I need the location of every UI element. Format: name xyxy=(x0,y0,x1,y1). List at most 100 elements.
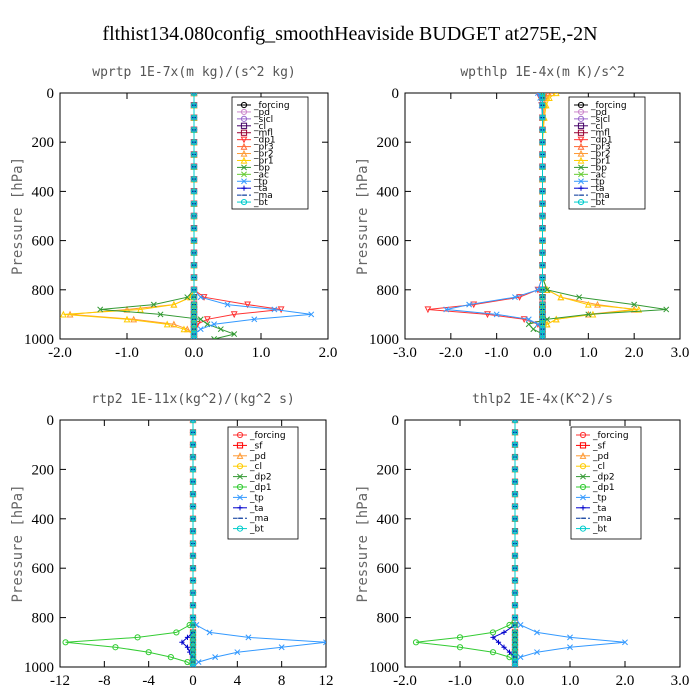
panel-2: wpthlp 1E-4x(m K)/s^2 Pressure [hPa] -3.0 -… xyxy=(355,65,689,361)
data-point xyxy=(190,274,198,281)
x-tick-label: -1.0 xyxy=(115,345,139,361)
legend-marker xyxy=(578,171,584,178)
data-point xyxy=(539,294,546,301)
data-point xyxy=(163,320,171,328)
legend: _forcing_sf_pd_cl_dp2_dp1_tp_ta_ma_bt xyxy=(227,426,299,540)
x-tick-label: -2.0 xyxy=(48,345,72,361)
x-tick-label: 1.0 xyxy=(561,673,580,689)
legend-marker xyxy=(240,136,248,144)
data-point xyxy=(517,622,524,628)
data-point xyxy=(189,621,197,629)
data-point xyxy=(211,336,218,339)
panel-3: rtp2 1E-11x(kg^2)/(kg^2 s) Pressure [hPa]… xyxy=(10,392,334,689)
legend-label: _dp1 xyxy=(249,483,272,493)
data-point xyxy=(170,320,178,328)
data-point xyxy=(525,316,532,323)
panel-title: thlp2 1E-4x(K^2)/s xyxy=(472,392,613,407)
legend-marker xyxy=(578,185,584,191)
x-tick-label: 1.0 xyxy=(579,345,598,361)
data-point xyxy=(190,114,198,121)
data-point xyxy=(189,429,197,436)
data-point xyxy=(552,315,560,323)
legend-marker xyxy=(577,108,585,116)
legend-label: _forcing xyxy=(253,101,290,111)
legend-label: _tp xyxy=(592,493,607,503)
panel-title: wprtp 1E-7x(m kg)/(s^2 kg) xyxy=(92,65,296,80)
legend-marker xyxy=(236,483,244,491)
x-tick-label: -2.0 xyxy=(439,345,463,361)
data-point xyxy=(234,649,241,656)
panel-title: rtp2 1E-11x(kg^2)/(kg^2 s) xyxy=(91,392,295,407)
data-point xyxy=(443,306,450,313)
legend-marker xyxy=(240,101,248,109)
data-point xyxy=(585,311,592,318)
data-point xyxy=(190,262,198,269)
y-tick-label: 200 xyxy=(377,135,400,151)
data-point xyxy=(189,503,197,510)
data-point xyxy=(203,316,211,324)
data-point xyxy=(539,286,546,293)
data-point xyxy=(511,420,519,424)
legend-label: _dp1 xyxy=(253,136,276,146)
data-point xyxy=(197,326,204,333)
data-point xyxy=(190,93,198,97)
legend-label: _bt xyxy=(253,198,268,208)
y-axis-label: Pressure [hPa] xyxy=(355,157,371,275)
data-point xyxy=(189,552,197,559)
legend-marker xyxy=(577,115,585,122)
data-point xyxy=(190,286,198,293)
x-tick-label: -3.0 xyxy=(393,345,417,361)
data-point xyxy=(183,325,191,333)
legend-label: _dp1 xyxy=(590,136,613,146)
legend: _forcing_pd_sicl_cl_mfl_dp1_pr3_pr2_pr1_… xyxy=(568,96,646,210)
data-point xyxy=(190,126,198,133)
data-point xyxy=(539,249,546,256)
legend-label: _pd xyxy=(249,452,266,462)
data-point xyxy=(466,301,473,308)
x-tick-label: 0.0 xyxy=(506,673,525,689)
legend-marker xyxy=(237,505,243,511)
data-point xyxy=(190,225,198,232)
data-point xyxy=(525,321,532,328)
data-point xyxy=(190,294,198,301)
x-tick-label: -1.0 xyxy=(485,345,509,361)
data-point xyxy=(190,237,198,244)
legend-marker xyxy=(577,101,585,109)
data-point xyxy=(190,188,198,195)
y-tick-label: 200 xyxy=(377,462,400,478)
data-point xyxy=(173,629,180,636)
data-point xyxy=(97,306,104,313)
data-point xyxy=(189,515,197,522)
data-point xyxy=(189,577,197,584)
x-tick-label: 0.0 xyxy=(185,345,204,361)
legend: _forcing_sf_pd_cl_dp2_dp1_tp_ta_ma_bt xyxy=(570,426,642,540)
legend-label: _ma xyxy=(590,191,610,201)
x-tick-label: -2.0 xyxy=(393,673,417,689)
legend-marker xyxy=(240,198,248,206)
legend-label: _pr3 xyxy=(590,143,611,153)
x-tick-label: 1.0 xyxy=(252,345,271,361)
data-point xyxy=(323,639,326,646)
data-point xyxy=(197,294,204,301)
data-point xyxy=(635,305,643,313)
legend-marker xyxy=(580,494,586,501)
data-point xyxy=(539,176,546,183)
legend-label: _pr1 xyxy=(253,156,274,166)
data-point xyxy=(511,552,519,559)
legend-label: _pr2 xyxy=(590,150,611,160)
legend-marker xyxy=(240,108,248,116)
legend-label: _pd xyxy=(592,452,609,462)
data-point xyxy=(190,200,198,207)
data-point xyxy=(157,311,164,318)
x-tick-label: 0 xyxy=(189,673,197,689)
data-point xyxy=(123,315,131,323)
legend-label: _dp1 xyxy=(592,483,615,493)
data-point xyxy=(544,316,551,323)
legend-marker xyxy=(577,198,585,206)
legend-marker xyxy=(241,164,247,171)
series-group xyxy=(62,420,326,667)
y-axis-label: Pressure [hPa] xyxy=(10,157,26,275)
figure-title: flthist134.080config_smoothHeaviside BUD… xyxy=(102,23,597,45)
data-point xyxy=(189,478,197,485)
